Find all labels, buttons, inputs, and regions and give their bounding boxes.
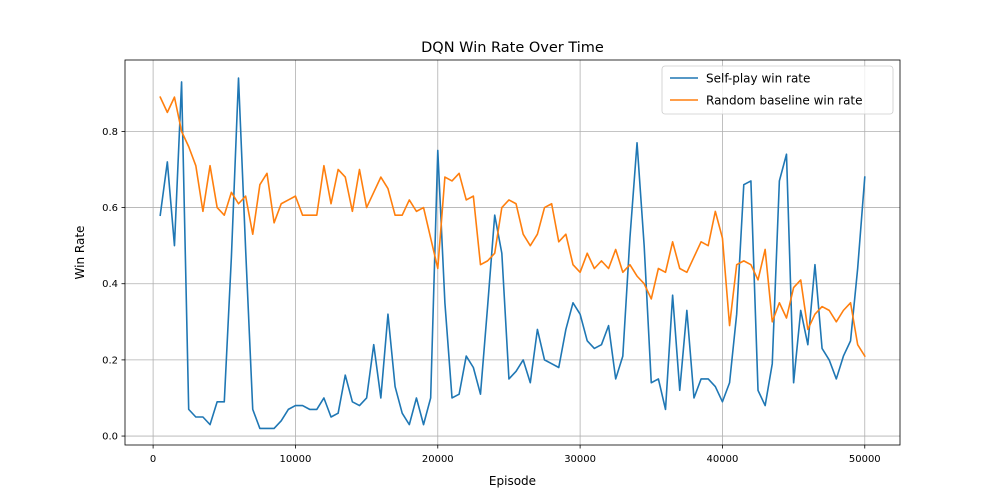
axes-frame — [124, 59, 901, 446]
chart-title: DQN Win Rate Over Time — [421, 40, 604, 56]
series-group — [159, 77, 866, 430]
y-axis-title: Win Rate — [73, 226, 87, 280]
legend: Self-play win rate Random baseline win ra… — [661, 65, 894, 115]
x-tick-label: 30000 — [564, 454, 596, 465]
x-tick-label: 0 — [150, 454, 156, 465]
random-baseline-series-line — [159, 96, 866, 358]
x-tick-label: 50000 — [849, 454, 881, 465]
grid — [125, 60, 900, 445]
y-tick-label: 0.0 — [102, 432, 118, 443]
x-tick-label: 20000 — [422, 454, 454, 465]
x-axis-title: Episode — [489, 474, 536, 488]
legend-box — [661, 65, 894, 115]
y-tick-label: 0.6 — [102, 203, 118, 214]
x-tick-label: 40000 — [707, 454, 739, 465]
axis-ticks: 0 10000 20000 30000 40000 50000 0.0 0.2 0.4 0.6 0.… — [102, 127, 881, 465]
y-tick-label: 0.2 — [102, 355, 118, 366]
legend-label: Random baseline win rate — [706, 94, 863, 108]
legend-label: Self-play win rate — [706, 72, 810, 86]
y-tick-label: 0.8 — [102, 127, 118, 138]
x-tick-label: 10000 — [280, 454, 312, 465]
y-tick-label: 0.4 — [102, 279, 118, 290]
self-play-series-line — [159, 77, 866, 430]
